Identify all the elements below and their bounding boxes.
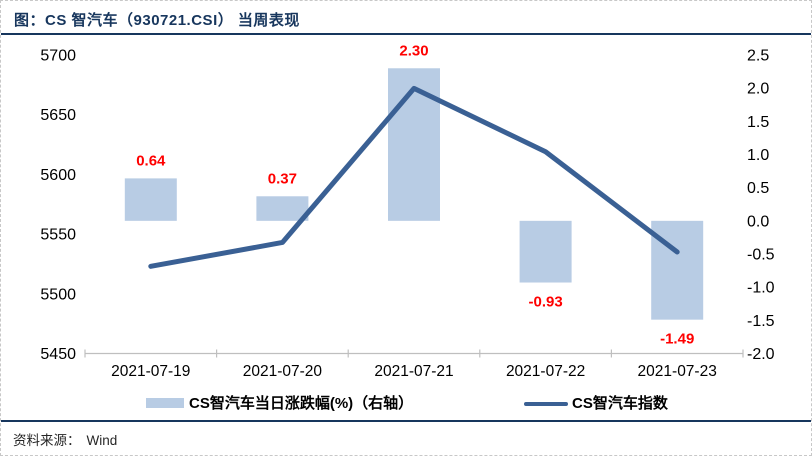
y-axis-right-tick-label: -1.5 (747, 313, 775, 330)
y-axis-left-tick-label: 5550 (40, 227, 76, 244)
y-axis-right-tick-label: -2.0 (747, 346, 775, 363)
y-axis-right-tick-label: 2.5 (747, 48, 769, 65)
chart-title: 图：CS 智汽车（930721.CSI） 当周表现 (14, 12, 300, 29)
y-axis-left-tick-label: 5500 (40, 286, 76, 303)
source-label: 资料来源： (13, 433, 81, 448)
title-divider (1, 33, 811, 35)
y-axis-right-tick-label: 1.0 (747, 147, 769, 164)
index-line (148, 85, 680, 269)
bar-value-label: 0.64 (136, 152, 166, 169)
y-axis-right-tick-label: 1.5 (747, 114, 769, 131)
y-axis-left-tick-label: 5450 (40, 346, 76, 363)
bar-series-swatch-icon (146, 398, 184, 408)
y-axis-left-tick-label: 5650 (40, 107, 76, 124)
source-value: Wind (86, 433, 118, 448)
bar-value-label: -0.93 (528, 294, 562, 311)
legend-label-bar-series: CS智汽车当日涨跌幅(%)（右轴） (189, 395, 414, 412)
bar (124, 178, 177, 221)
bar-value-label: -1.49 (660, 331, 694, 348)
x-axis-category-label: 2021-07-19 (111, 363, 190, 380)
x-axis-category-label: 2021-07-21 (374, 363, 453, 380)
y-axis-left-tick-label: 5600 (40, 167, 76, 184)
bar (256, 196, 309, 221)
bar (519, 220, 572, 283)
line-series-swatch-icon (524, 402, 568, 406)
bar-value-label: 0.37 (268, 170, 297, 187)
x-axis-category-label: 2021-07-20 (243, 363, 323, 380)
y-axis-left-tick-label: 5700 (40, 48, 76, 65)
footer-divider (1, 420, 811, 422)
legend-label-line-series: CS智汽车指数 (572, 395, 668, 412)
y-axis-right-tick-label: -0.5 (747, 247, 775, 264)
y-axis-right-tick-label: -1.0 (747, 280, 775, 297)
x-axis-category-label: 2021-07-22 (506, 363, 585, 380)
bar-value-label: 2.30 (399, 42, 428, 59)
y-axis-right-tick-label: 0.5 (747, 180, 769, 197)
y-axis-right-tick-label: 2.0 (747, 81, 769, 98)
source-note: 资料来源： Wind (13, 429, 117, 449)
x-axis-category-label: 2021-07-23 (638, 363, 717, 380)
bar (388, 68, 440, 221)
y-axis-right-tick-label: 0.0 (747, 213, 769, 230)
